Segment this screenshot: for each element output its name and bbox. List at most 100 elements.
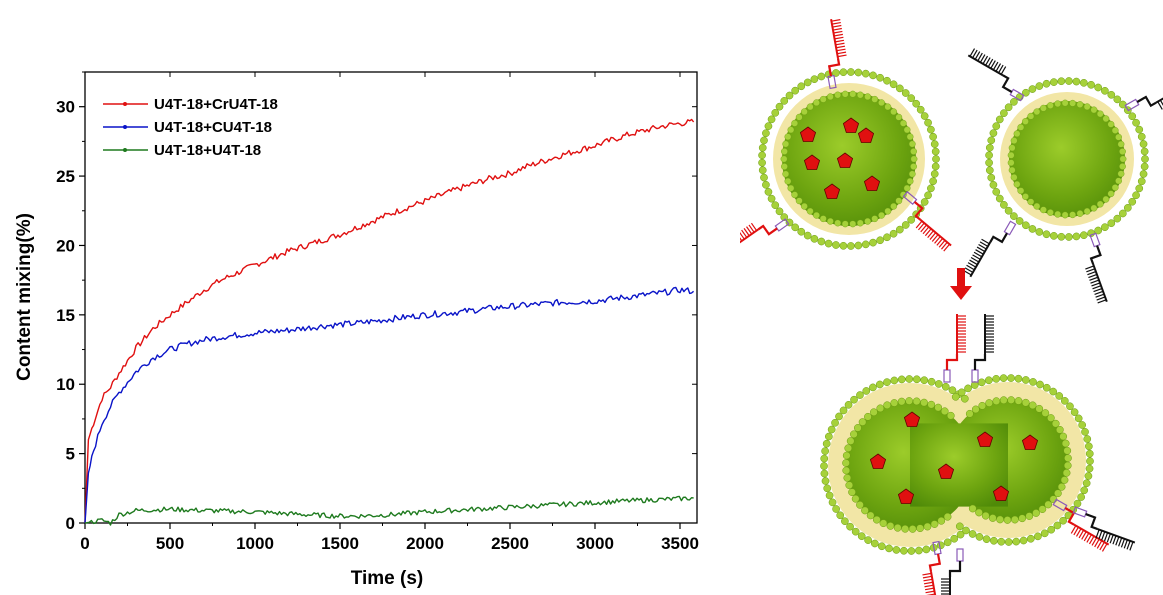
base [1073, 526, 1079, 536]
anchor [902, 190, 918, 206]
base [1103, 532, 1109, 542]
base [1075, 528, 1082, 537]
lipid-head [1034, 532, 1042, 541]
base [969, 48, 976, 57]
lipid-head [1028, 85, 1037, 93]
lipid-head [930, 170, 939, 178]
lipid-head [1065, 77, 1073, 85]
base [966, 264, 975, 271]
base [1091, 537, 1098, 546]
lipid-head [968, 504, 977, 513]
lipid-head-inner [899, 119, 907, 127]
lipid-head [927, 184, 935, 193]
lipid-head [1047, 414, 1055, 422]
lipid-head [901, 524, 909, 533]
x-tick-label: 3500 [661, 534, 699, 553]
lipid-head [955, 522, 964, 531]
x-axis: 0 500 1000 1500 2000 2500 3000 3500 [80, 72, 699, 553]
lipid-head [835, 412, 843, 421]
cargo-pentagon-icon [937, 463, 955, 479]
lipid-head-inner [1083, 207, 1091, 215]
lipid-head [767, 194, 776, 203]
linker [757, 224, 778, 236]
lipid-head [1040, 529, 1049, 538]
lipid-head [1079, 78, 1088, 87]
lipid-head [856, 501, 864, 509]
linker [989, 232, 1008, 244]
cargo-pentagon-icon [992, 485, 1010, 501]
lipid-head-inner [1069, 211, 1077, 219]
lipid-head [822, 439, 831, 448]
lipid-head [989, 181, 998, 189]
dna-strand-icon [941, 548, 964, 595]
lipid-head [930, 520, 939, 528]
lipid-head [876, 236, 884, 245]
lipid-head [920, 398, 928, 407]
x-tick-label: 2500 [491, 534, 529, 553]
lipid-head [1087, 229, 1095, 238]
lipid-head-inner [1027, 198, 1035, 206]
lipid-head [764, 188, 773, 196]
linker [827, 58, 841, 77]
lipid-head [1061, 439, 1070, 448]
base [990, 60, 996, 69]
base [1106, 533, 1111, 543]
base [1085, 265, 1095, 270]
lipid-head-inner [1111, 127, 1119, 134]
lipid-head [988, 514, 997, 522]
lipid-head [1135, 125, 1144, 134]
cargo-pentagon-icon [857, 127, 875, 143]
lipid-head [1073, 499, 1082, 508]
lipid-head [975, 508, 983, 517]
plot-frame [84, 71, 698, 524]
lipid-head [1035, 228, 1044, 236]
lipid-head-inner [791, 119, 799, 127]
dna-strand-icon [943, 314, 966, 383]
lipid-head-inner [895, 113, 903, 121]
base [831, 19, 841, 22]
base [740, 233, 743, 242]
base [743, 228, 750, 237]
lipid-head [985, 158, 993, 167]
base [975, 249, 984, 255]
backbone [740, 228, 759, 254]
lipid-head [797, 227, 806, 236]
lipid-head [1018, 514, 1027, 523]
lipid-head-inner [906, 133, 914, 141]
lipid-head [1087, 80, 1095, 89]
lipid-head [1055, 392, 1064, 400]
lipid-head [929, 177, 937, 186]
lipid-head-inner [1013, 180, 1021, 188]
base [976, 246, 986, 253]
lipid-head [876, 73, 884, 82]
lipid-head [950, 534, 959, 543]
base [1094, 290, 1104, 295]
lipid-head-inner [1119, 148, 1126, 155]
lipid-head [791, 223, 800, 232]
cargo-pentagon-icon [836, 152, 854, 168]
legend-label-2: U4T-18+CU4T-18 [154, 119, 272, 136]
lipid-head-inner [884, 207, 892, 215]
lipid-head [848, 488, 856, 497]
lipid-head-inner [1119, 163, 1126, 170]
lipid-head-inner [1033, 108, 1041, 116]
lipid-head [996, 515, 1004, 524]
lipid-head [1057, 483, 1066, 491]
base [1087, 271, 1097, 276]
base [741, 229, 748, 238]
base [934, 236, 941, 244]
lipid-head [762, 180, 770, 189]
lipid-head [1085, 449, 1094, 458]
x-tick-label: 3000 [576, 534, 614, 553]
lipid-head [854, 68, 863, 77]
lipid-head [1139, 140, 1148, 148]
lipid-head [877, 542, 886, 551]
base [1123, 539, 1128, 549]
base [915, 220, 923, 229]
lipid-head [987, 173, 996, 182]
backbone [1155, 81, 1163, 104]
lipid-head [999, 396, 1008, 405]
lipid-head [1064, 454, 1072, 462]
lipid-head [1035, 404, 1044, 413]
lipid-head [771, 108, 780, 117]
